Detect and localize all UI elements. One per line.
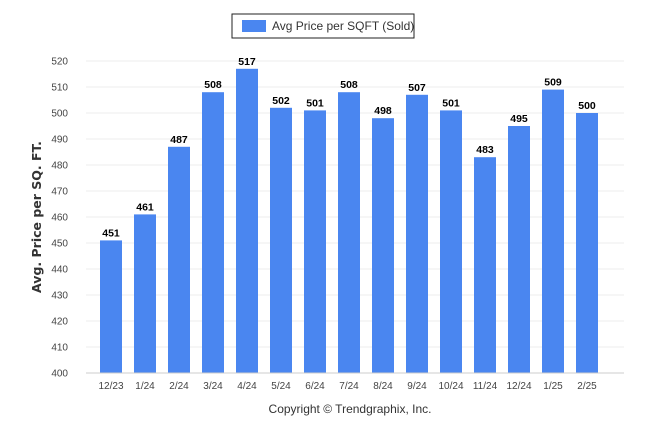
bar-12-24 — [508, 126, 530, 373]
y-tick-label: 420 — [51, 317, 68, 328]
data-label: 501 — [442, 97, 460, 109]
x-tick-label: 11/24 — [473, 381, 498, 392]
bar-10-24 — [440, 110, 462, 374]
bar-8-24 — [372, 118, 394, 373]
x-tick-label: 2/24 — [169, 381, 189, 392]
x-tick-label: 12/24 — [506, 381, 531, 392]
y-tick-label: 510 — [51, 83, 68, 94]
y-tick-label: 430 — [51, 291, 68, 302]
bar-9-24 — [406, 94, 428, 374]
data-label: 498 — [374, 105, 392, 117]
bar-11-24 — [474, 157, 496, 373]
y-tick-label: 490 — [51, 135, 68, 146]
bar-12-23 — [100, 240, 122, 373]
x-tick-label: 1/25 — [543, 381, 563, 392]
x-tick-label: 7/24 — [339, 381, 359, 392]
y-tick-label: 460 — [51, 213, 68, 224]
data-label: 495 — [510, 113, 528, 125]
bar-2-24 — [168, 146, 190, 373]
legend-swatch — [242, 20, 266, 32]
y-tick-label: 440 — [51, 265, 68, 276]
bar-7-24 — [338, 92, 360, 373]
x-axis-ticks: 12/23 1/24 2/24 3/24 4/24 5/24 6/24 7/24 8/24 9/2… — [98, 381, 597, 392]
y-tick-label: 500 — [51, 109, 68, 120]
data-label: 461 — [136, 201, 154, 213]
legend: Avg Price per SQFT (Sold) — [231, 13, 415, 39]
x-tick-label: 12/23 — [98, 381, 123, 392]
y-tick-label: 400 — [51, 369, 68, 380]
data-label: 508 — [340, 79, 358, 91]
x-tick-label: 10/24 — [438, 381, 463, 392]
data-label: 501 — [306, 97, 324, 109]
data-label: 500 — [578, 100, 596, 112]
x-tick-label: 2/25 — [577, 381, 597, 392]
data-label: 483 — [476, 144, 494, 156]
bar-6-24 — [304, 110, 326, 374]
bar-3-24 — [202, 92, 224, 373]
bar-4-24 — [236, 68, 258, 374]
data-label: 517 — [238, 56, 256, 68]
bars — [100, 68, 598, 374]
y-tick-label: 520 — [51, 57, 68, 68]
x-tick-label: 8/24 — [373, 381, 393, 392]
y-tick-label: 450 — [51, 239, 68, 250]
x-tick-label: 3/24 — [203, 381, 223, 392]
y-tick-label: 480 — [51, 161, 68, 172]
y-tick-label: 470 — [51, 187, 68, 198]
copyright-footer: Copyright © Trendgraphix, Inc. — [269, 402, 432, 416]
data-label: 451 — [102, 227, 120, 239]
y-axis-ticks: 400 410 420 430 440 450 460 470 480 490 500 510 520 — [51, 57, 68, 380]
x-tick-label: 1/24 — [135, 381, 155, 392]
data-label: 487 — [170, 134, 188, 146]
x-tick-label: 4/24 — [237, 381, 257, 392]
data-label: 509 — [544, 77, 562, 89]
data-label: 508 — [204, 79, 222, 91]
x-tick-label: 6/24 — [305, 381, 325, 392]
bar-2-25 — [576, 113, 598, 373]
y-axis-title: Avg. Price per SQ. FT. — [29, 141, 44, 293]
legend-label: Avg Price per SQFT (Sold) — [272, 19, 414, 33]
data-labels: 451 461 487 508 517 502 501 508 498 507 501 483 495 5… — [102, 56, 596, 240]
bar-1-25 — [542, 89, 564, 373]
x-tick-label: 9/24 — [407, 381, 427, 392]
x-tick-label: 5/24 — [271, 381, 291, 392]
y-tick-label: 410 — [51, 343, 68, 354]
bar-5-24 — [270, 107, 292, 374]
data-label: 502 — [272, 95, 290, 107]
bar-1-24 — [134, 214, 156, 373]
data-label: 507 — [408, 82, 426, 94]
